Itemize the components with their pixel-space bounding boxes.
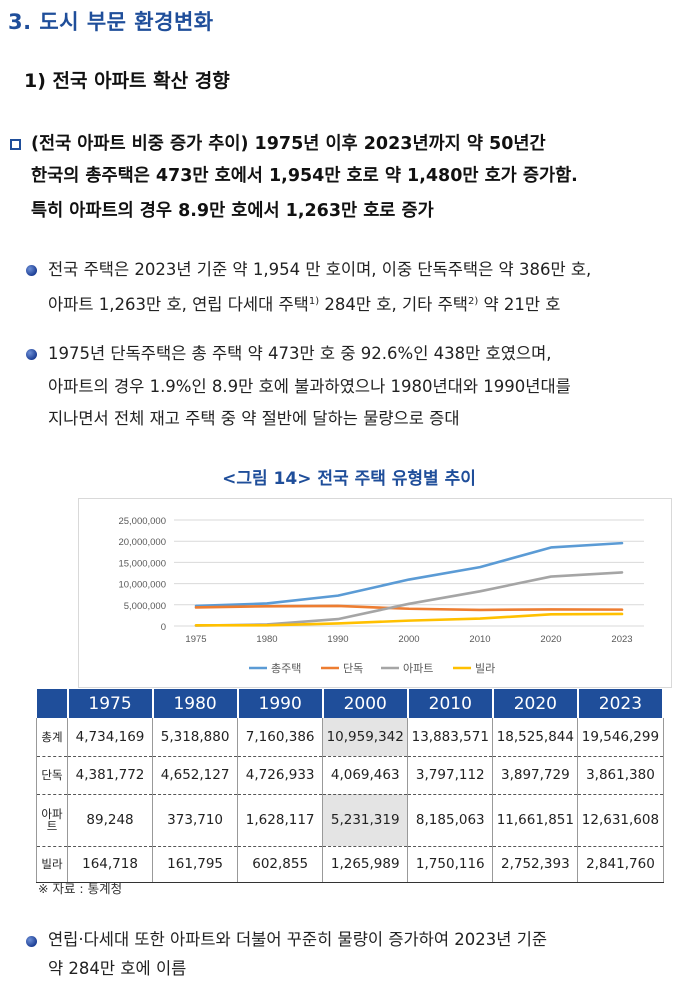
y-tick-label: 25,000,000	[118, 516, 166, 527]
x-tick-label: 1990	[327, 634, 348, 645]
y-tick-label: 5,000,000	[124, 601, 166, 612]
table-cell: 3,797,112	[407, 756, 494, 795]
table-cell: 13,883,571	[407, 718, 494, 757]
table-row: 아파트 89,248 373,710 1,628,117 5,231,319 8…	[36, 794, 664, 847]
row-label: 아파트	[36, 794, 68, 847]
y-tick-label: 15,000,000	[118, 558, 166, 569]
table-row: 총계 4,734,169 5,318,880 7,160,386 10,959,…	[36, 718, 664, 757]
table-cell: 8,185,063	[407, 794, 494, 847]
table-cell: 373,710	[152, 794, 239, 847]
table-cell: 5,318,880	[152, 718, 239, 757]
table-cell: 1,750,116	[407, 846, 494, 883]
table-cell: 1,265,989	[322, 846, 409, 883]
series-line-2	[194, 604, 624, 612]
bullet2-line-2: 아파트의 경우 1.9%인 8.9만 호에 불과하였으나 1980년대와 199…	[48, 377, 571, 396]
row-label: 단독	[36, 756, 68, 795]
y-tick-label: 0	[161, 622, 166, 633]
table-header-cell: 2023	[577, 689, 665, 718]
table-header-cell: 2020	[492, 689, 579, 718]
x-tick-label: 2020	[540, 634, 561, 645]
table-header-cell: 1980	[152, 689, 239, 718]
source-note: ※ 자료 : 통계청	[38, 881, 123, 896]
y-tick-label: 10,000,000	[118, 580, 166, 591]
table-cell: 4,381,772	[67, 756, 154, 795]
x-tick-label: 2000	[398, 634, 419, 645]
table-cell: 1,628,117	[237, 794, 324, 847]
table-cell: 12,631,608	[577, 794, 664, 847]
table-header-cell: 1990	[237, 689, 324, 718]
table-cell: 4,069,463	[322, 756, 409, 795]
series-line-1	[194, 541, 624, 608]
bullet2-line-1: 1975년 단독주택은 총 주택 약 473만 호 중 92.6%인 438만 …	[48, 344, 552, 363]
summary-line-1: (전국 아파트 비중 증가 추이) 1975년 이후 2023년까지 약 50년…	[31, 134, 546, 154]
x-tick-label: 1980	[256, 634, 277, 645]
bullet1-line-2c: 약 21만 호	[478, 295, 561, 314]
table-cell: 164,718	[67, 846, 154, 883]
table-header-cell	[36, 689, 69, 718]
table-cell: 161,795	[152, 846, 239, 883]
table-row: 빌라 164,718 161,795 602,855 1,265,989 1,7…	[36, 846, 664, 883]
bullet1-line-2a: 아파트 1,263만 호, 연립 다세대 주택	[48, 295, 309, 314]
data-table: 1975 1980 1990 2000 2010 2020 2023 총계 4,…	[36, 689, 665, 883]
table-cell: 89,248	[67, 794, 154, 847]
x-tick-label: 1975	[185, 634, 206, 645]
table-cell: 7,160,386	[237, 718, 324, 757]
bullet1-line-2b: 284만 호, 기타 주택	[319, 295, 468, 314]
table-row: 단독 4,381,772 4,652,127 4,726,933 4,069,4…	[36, 756, 664, 795]
summary-line-3: 특히 아파트의 경우 8.9만 호에서 1,263만 호로 증가	[31, 201, 434, 221]
table-cell: 4,734,169	[67, 718, 154, 757]
table-header-cell: 2000	[322, 689, 409, 718]
bullet-dot-icon	[26, 936, 37, 947]
legend-label: 빌라	[475, 662, 495, 675]
bullet1-line-2: 아파트 1,263만 호, 연립 다세대 주택1) 284만 호, 기타 주택2…	[48, 287, 561, 320]
row-label: 총계	[36, 718, 68, 757]
table-cell: 2,752,393	[492, 846, 579, 883]
footnote-ref-2: 2)	[467, 296, 479, 307]
table-cell: 3,897,729	[492, 756, 579, 795]
legend-label: 아파트	[403, 662, 433, 675]
bullet2-line-3: 지나면서 전체 재고 주택 중 약 절반에 달하는 물량으로 증대	[48, 409, 460, 428]
table-header-row: 1975 1980 1990 2000 2010 2020 2023	[36, 689, 665, 718]
y-tick-label: 20,000,000	[118, 537, 166, 548]
table-cell: 4,652,127	[152, 756, 239, 795]
square-bullet-icon	[10, 139, 21, 150]
table-cell: 2,841,760	[577, 846, 664, 883]
legend-label: 총주택	[271, 662, 301, 675]
bullet-dot-icon	[26, 349, 37, 360]
table-cell: 19,546,299	[577, 718, 664, 757]
legend-label: 단독	[343, 662, 363, 675]
x-tick-label: 2023	[611, 634, 632, 645]
line-chart: 25,000,000 20,000,000 15,000,000 10,000,000…	[118, 516, 644, 675]
bullet1-line-1: 전국 주택은 2023년 기준 약 1,954 만 호이며, 이중 단독주택은 …	[48, 260, 592, 279]
row-label: 빌라	[36, 846, 68, 883]
figure-title: <그림 14> 전국 주택 유형별 추이	[222, 469, 476, 489]
bullet3-line-2: 약 284만 호에 이름	[48, 959, 187, 978]
table-cell: 3,861,380	[577, 756, 664, 795]
table-cell: 602,855	[237, 846, 324, 883]
table-cell: 4,726,933	[237, 756, 324, 795]
series-line-4	[194, 612, 624, 627]
table-header-cell: 2010	[407, 689, 494, 718]
bullet-dot-icon	[26, 265, 37, 276]
chart-frame	[78, 498, 672, 688]
footnote-ref-1: 1)	[308, 296, 320, 307]
subsection-title: 1) 전국 아파트 확산 경향	[24, 70, 230, 92]
section-title: 3. 도시 부문 환경변화	[8, 10, 214, 34]
table-cell: 11,661,851	[492, 794, 579, 847]
table-cell: 18,525,844	[492, 718, 579, 757]
bullet3-line-1: 연립·다세대 또한 아파트와 더불어 꾸준히 물량이 증가하여 2023년 기준	[48, 930, 548, 949]
table-header-cell: 1975	[67, 689, 154, 718]
table-cell: 5,231,319	[322, 794, 409, 847]
table-cell: 10,959,342	[322, 718, 409, 757]
summary-line-2: 한국의 총주택은 473만 호에서 1,954만 호로 약 1,480만 호가 …	[31, 166, 578, 186]
x-tick-label: 2010	[469, 634, 490, 645]
